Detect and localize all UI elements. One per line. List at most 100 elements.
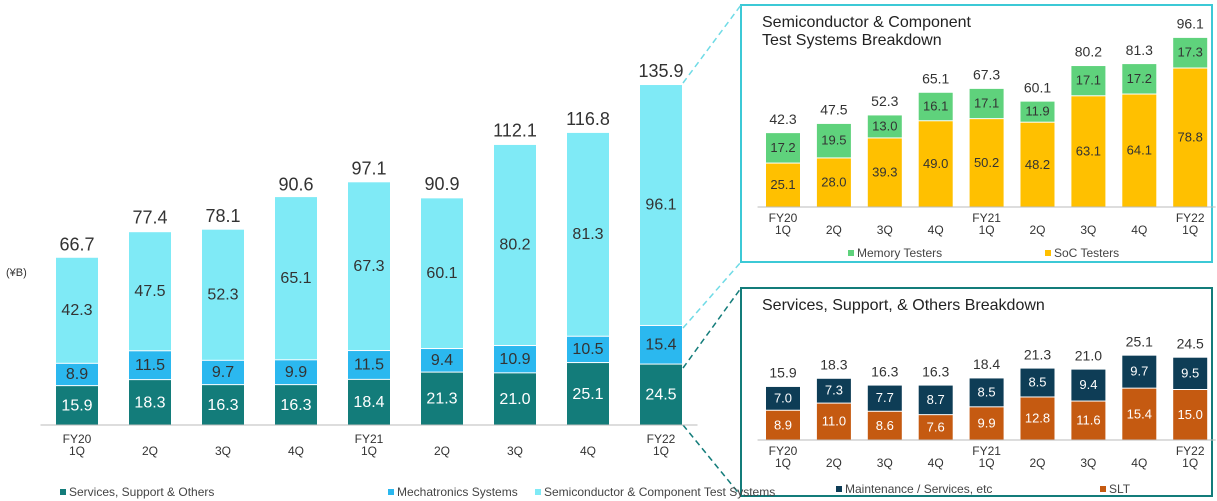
x-tick-label: FY21 1Q bbox=[972, 444, 1001, 470]
value-label: 81.3 bbox=[572, 226, 603, 243]
total-label: 42.3 bbox=[769, 111, 796, 127]
value-label: 24.5 bbox=[645, 387, 676, 404]
inset-title: Semiconductor & Component Test Systems B… bbox=[762, 14, 971, 49]
bar-segment bbox=[129, 232, 171, 351]
x-tick-label: 4Q bbox=[579, 444, 596, 458]
x-tick-label: 4Q bbox=[927, 223, 944, 237]
bar-segment bbox=[202, 385, 244, 425]
bar-segment bbox=[494, 373, 536, 425]
total-label: 78.1 bbox=[205, 206, 240, 226]
x-tick-label: 3Q bbox=[1080, 456, 1097, 470]
value-label: 11.6 bbox=[1076, 413, 1100, 428]
value-label: 78.8 bbox=[1178, 130, 1203, 145]
total-label: 15.9 bbox=[769, 365, 796, 381]
value-label: 63.1 bbox=[1076, 144, 1101, 159]
x-tick-label: 3Q bbox=[876, 456, 893, 470]
x-tick-label: FY22 1Q bbox=[1175, 444, 1205, 470]
value-label: 11.0 bbox=[822, 414, 846, 429]
bar-segment bbox=[1020, 397, 1055, 440]
total-label: 80.2 bbox=[1075, 44, 1102, 60]
bar-segment bbox=[1071, 401, 1106, 440]
total-label: 116.8 bbox=[566, 109, 610, 129]
legend-swatch bbox=[60, 489, 66, 495]
value-label: 8.5 bbox=[1028, 374, 1046, 389]
total-label: 52.3 bbox=[871, 93, 898, 109]
bar-segment bbox=[348, 379, 390, 425]
bar-segment bbox=[1173, 357, 1208, 389]
total-label: 25.1 bbox=[1126, 333, 1153, 349]
bar-segment bbox=[567, 336, 609, 363]
bar-segment bbox=[275, 197, 317, 360]
x-tick-label: FY20 1Q bbox=[62, 432, 92, 458]
connectors bbox=[682, 4, 742, 497]
total-label: 67.3 bbox=[973, 67, 1000, 83]
value-label: 8.7 bbox=[927, 392, 945, 407]
bar-segment bbox=[867, 385, 902, 411]
value-label: 8.5 bbox=[978, 384, 996, 399]
bar-segment bbox=[421, 349, 463, 372]
value-label: 11.5 bbox=[354, 357, 384, 374]
value-label: 18.4 bbox=[353, 394, 384, 411]
value-label: 65.1 bbox=[280, 270, 311, 287]
value-label: 67.3 bbox=[353, 258, 384, 275]
bar-segment bbox=[348, 182, 390, 351]
x-tick-label: FY22 1Q bbox=[1175, 211, 1205, 237]
value-label: 21.0 bbox=[499, 391, 530, 408]
value-label: 7.6 bbox=[927, 420, 945, 435]
legend-label: SLT bbox=[1109, 482, 1131, 496]
legend-label: Semiconductor & Component Test Systems bbox=[544, 485, 775, 499]
bar-segment bbox=[640, 85, 682, 325]
inset-frame bbox=[740, 4, 1213, 263]
bar-segment bbox=[867, 115, 902, 138]
value-label: 17.1 bbox=[974, 95, 999, 110]
bar-segment bbox=[867, 138, 902, 207]
connector bbox=[682, 287, 742, 369]
value-label: 60.1 bbox=[426, 265, 457, 282]
value-label: 17.1 bbox=[1076, 73, 1101, 88]
value-label: 8.6 bbox=[876, 418, 894, 433]
value-label: 52.3 bbox=[207, 286, 238, 303]
total-label: 16.3 bbox=[871, 363, 898, 379]
bar-segment bbox=[766, 386, 800, 410]
value-label: 28.0 bbox=[821, 175, 846, 190]
legend-label: Maintenance / Services, etc bbox=[845, 482, 992, 496]
bar-segment bbox=[421, 198, 463, 349]
bar-segment bbox=[202, 229, 244, 360]
bar-segment bbox=[918, 92, 953, 121]
inset-title: Services, Support, & Others Breakdown bbox=[762, 297, 1045, 314]
value-label: 47.5 bbox=[134, 283, 165, 300]
bar-segment bbox=[1173, 37, 1208, 68]
bar-segment bbox=[56, 257, 98, 363]
total-label: 16.3 bbox=[922, 363, 949, 379]
value-label: 9.4 bbox=[1079, 377, 1097, 392]
bar-segment bbox=[766, 163, 800, 207]
total-label: 24.5 bbox=[1177, 335, 1204, 351]
bar-segment bbox=[816, 158, 851, 207]
bar-segment bbox=[969, 119, 1004, 207]
bar-segment bbox=[816, 378, 851, 403]
bar-segment bbox=[129, 380, 171, 425]
value-label: 7.3 bbox=[825, 383, 843, 398]
bar-segment bbox=[1020, 122, 1055, 207]
bar-segment bbox=[969, 407, 1004, 440]
value-label: 49.0 bbox=[923, 156, 948, 171]
bar-segment bbox=[640, 325, 682, 364]
x-tick-label: FY21 1Q bbox=[972, 211, 1001, 237]
bar-segment bbox=[56, 386, 98, 425]
total-label: 135.9 bbox=[638, 61, 683, 81]
value-label: 9.9 bbox=[978, 416, 996, 431]
bar-segment bbox=[275, 385, 317, 425]
value-label: 10.9 bbox=[499, 351, 530, 368]
x-tick-label: 4Q bbox=[287, 444, 304, 458]
bar-segment bbox=[275, 360, 317, 385]
bar-segment bbox=[567, 132, 609, 336]
bar-segment bbox=[421, 372, 463, 425]
x-tick-label: 2Q bbox=[141, 444, 158, 458]
bar-segment bbox=[1122, 388, 1157, 440]
x-tick-label: 3Q bbox=[1080, 223, 1097, 237]
value-label: 7.0 bbox=[774, 390, 792, 405]
bar-segment bbox=[202, 360, 244, 385]
x-tick-label: 3Q bbox=[506, 444, 523, 458]
value-label: 7.7 bbox=[876, 390, 894, 405]
